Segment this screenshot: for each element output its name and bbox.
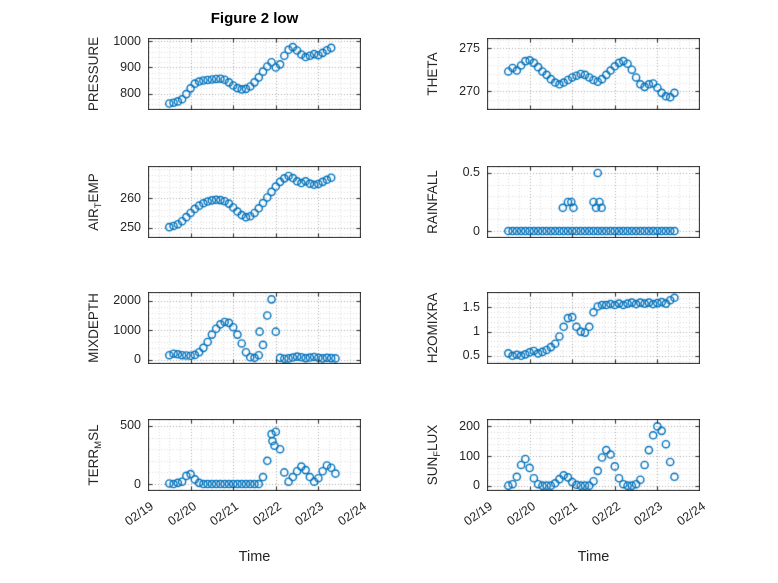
y-axis-label-rainfall: RAINFALL: [424, 142, 442, 262]
subplot-air-temp: 250 260 AIRTEMP: [86, 166, 361, 238]
y-tick-label: 0: [473, 478, 480, 493]
y-axis-label-text: TERR: [86, 448, 101, 486]
subplot-terr-msl: 0 500 TERRMSL 02/19 02/20 02/21 02/22 02/23 02/2…: [86, 418, 369, 528]
subplot-mixdepth: 0 1000 2000 MIXDEPTH: [86, 292, 361, 366]
y-tick-label: 1: [473, 324, 480, 339]
y-tick-label: 0.5: [462, 165, 480, 180]
plot-area-terr-msl: [148, 419, 361, 491]
y-axis-label-text: RAINFALL: [425, 170, 440, 234]
x-tick-label: 02/21: [546, 499, 581, 529]
subplot-pressure: 800 900 1000 PRESSURE: [86, 34, 361, 111]
y-tick-label: 900: [120, 59, 141, 74]
y-axis-label-sun-flux: SUNFLUX: [424, 395, 443, 515]
y-tick-label: 2000: [113, 293, 141, 308]
y-axis-label-h2omixra: H2OMIXRA: [424, 268, 442, 388]
y-axis-label-pressure: PRESSURE: [85, 14, 103, 134]
figure-title: Figure 2 low: [210, 10, 299, 27]
plot-area-pressure: [148, 38, 361, 110]
y-axis-label-air-temp: AIRTEMP: [85, 142, 104, 262]
plot-area-mixdepth: [148, 292, 361, 364]
y-tick-label: 500: [120, 418, 141, 433]
plot-area-sun-flux: [487, 419, 700, 491]
x-tick-label: 02/24: [335, 499, 370, 529]
y-tick-label: 200: [459, 418, 480, 433]
y-axis-label-subscript: F: [432, 450, 443, 457]
x-tick-label: 02/20: [164, 499, 199, 529]
y-axis-label-text: THETA: [425, 52, 440, 96]
y-tick-label: 1000: [113, 322, 141, 337]
x-axis-label-left: Time: [238, 549, 271, 565]
subplot-sun-flux: 0 100 200 SUNFLUX 02/19 02/20 02/21 02/22 02/23 0…: [425, 419, 708, 528]
y-tick-label: 100: [459, 448, 480, 463]
x-tick-label: 02/19: [461, 499, 496, 529]
y-tick-label: 1000: [113, 33, 141, 48]
y-axis-label-text: AIR: [86, 208, 101, 231]
subplot-theta: 270 275 THETA: [425, 38, 700, 110]
x-axis-label-right: Time: [577, 549, 610, 565]
y-tick-label: 250: [120, 220, 141, 235]
x-tick-label: 02/20: [503, 499, 538, 529]
y-axis-label-text: PRESSURE: [86, 36, 101, 112]
x-tick-label: 02/19: [122, 499, 157, 529]
y-tick-label: 0: [134, 352, 141, 367]
y-tick-label: 0: [134, 476, 141, 491]
x-tick-label: 02/23: [631, 499, 666, 529]
y-tick-label: 260: [120, 190, 141, 205]
x-tick-label: 02/23: [292, 499, 327, 529]
plot-area-h2omixra: [487, 292, 700, 364]
x-tick-label: 02/24: [674, 499, 709, 529]
y-axis-label-text: EMP: [86, 173, 101, 203]
y-tick-label: 270: [459, 83, 480, 98]
x-tick-label: 02/22: [250, 499, 284, 529]
x-tick-label: 02/22: [589, 499, 623, 529]
subplot-h2omixra: 0.5 1 1.5 H2OMIXRA: [425, 292, 700, 364]
y-axis-label-terr-msl: TERRMSL: [85, 395, 104, 515]
y-axis-label-subscript: M: [93, 440, 104, 449]
plot-area-rainfall: [487, 166, 700, 238]
x-tick-label: 02/21: [207, 499, 242, 529]
y-tick-label: 0.5: [462, 348, 480, 363]
subplot-rainfall: 0 0.5 RAINFALL: [425, 165, 700, 238]
y-tick-label: 275: [459, 40, 480, 55]
y-axis-label-text: MIXDEPTH: [86, 293, 101, 363]
plot-area-theta: [487, 38, 700, 110]
y-tick-label: 1.5: [462, 299, 480, 314]
y-axis-label-subscript: T: [93, 202, 104, 209]
plot-area-air-temp: [148, 166, 361, 238]
y-axis-label-mixdepth: MIXDEPTH: [85, 268, 103, 388]
y-axis-label-theta: THETA: [424, 14, 442, 134]
y-axis-label-text: SUN: [425, 456, 440, 486]
y-axis-label-text: LUX: [425, 424, 440, 451]
y-axis-label-text: H2OMIXRA: [425, 292, 440, 364]
y-axis-label-text: SL: [86, 424, 101, 441]
y-tick-label: 0: [473, 223, 480, 238]
y-tick-label: 800: [120, 86, 141, 101]
